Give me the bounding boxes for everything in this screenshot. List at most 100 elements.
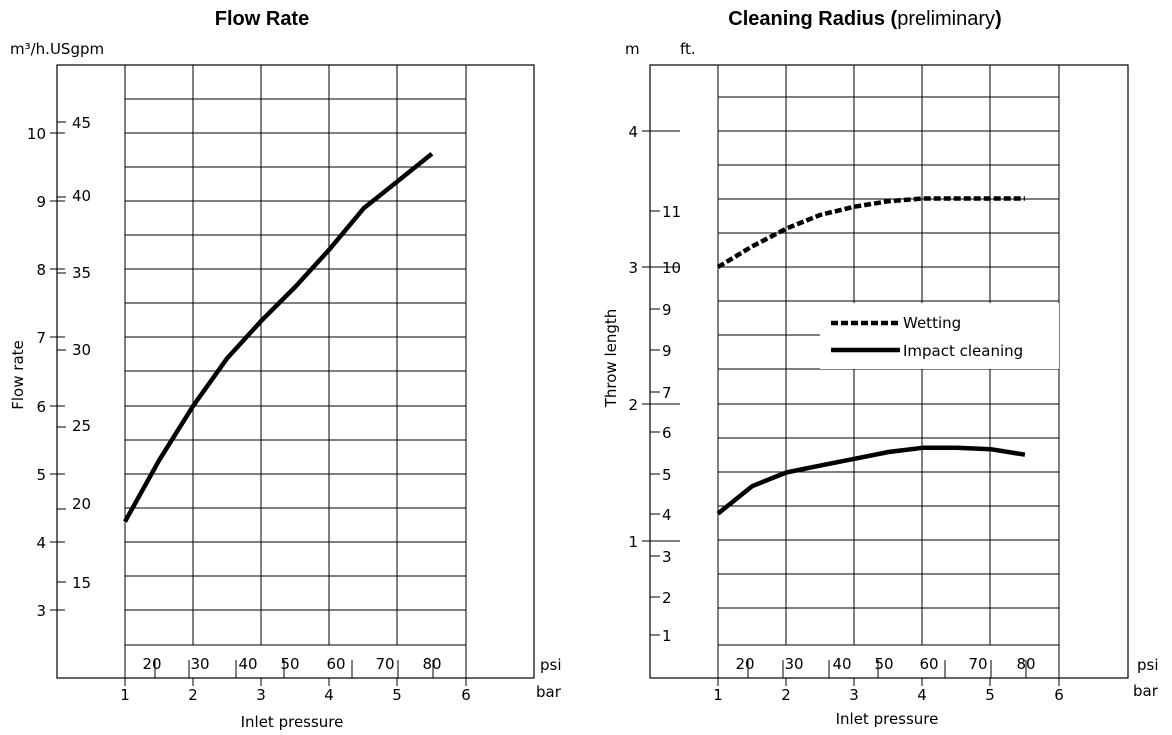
flow-rate-usgpm-tick-label: 20 [72,495,91,513]
cleaning-radius-y-unit-m: m [625,40,640,58]
flow-rate-m3h-tick-label: 7 [36,329,46,347]
flow-rate-psi-tick-label: 60 [326,655,345,673]
flow-rate-bar-tick-label: 5 [392,686,402,704]
flow-rate-usgpm-tick-label: 35 [72,264,91,282]
cleaning-radius-y-unit-ft: ft. [680,40,696,58]
flow-rate-y-axis-label: Flow rate [9,340,27,409]
flow-rate-psi-tick-label: 80 [422,655,441,673]
cleaning-radius-ft-tick-label: 9 [662,342,672,360]
flow-rate-y-tick-labels-usgpm: 15 20 25 30 35 40 45 [72,114,91,592]
cleaning-radius-psi-tick-label: 70 [968,655,987,673]
legend-impact-label: Impact cleaning [903,342,1023,360]
flow-rate-y-unit-label: m³/h.USgpm [10,40,104,58]
cleaning-radius-psi-tick-labels: 20 30 40 50 60 70 80 [735,655,1035,673]
cleaning-radius-bar-tick-label: 5 [985,686,995,704]
cleaning-radius-title-paren-close: ) [995,8,1002,30]
flow-rate-x-unit-psi: psi [540,656,562,674]
cleaning-radius-x-unit-psi: psi [1137,656,1159,674]
flow-rate-m3h-tick-label: 10 [27,125,46,143]
flow-rate-grid [56,64,535,679]
flow-rate-x-axis-label: Inlet pressure [241,713,344,731]
cleaning-radius-psi-ticks [747,660,1027,678]
flow-rate-bar-tick-label: 3 [256,686,266,704]
cleaning-radius-bar-ticks [717,678,1060,686]
flow-rate-usgpm-tick-label: 15 [72,574,91,592]
flow-rate-psi-tick-label: 20 [142,655,161,673]
cleaning-radius-y-axis-label: Throw length [602,309,620,409]
flow-rate-usgpm-tick-label: 25 [72,417,91,435]
cleaning-radius-psi-tick-label: 60 [919,655,938,673]
cleaning-radius-psi-tick-label: 30 [784,655,803,673]
flow-rate-y-ticks-usgpm [57,121,66,583]
wetting-curve [716,196,1025,269]
cleaning-radius-m-tick-label: 3 [628,259,638,277]
flow-rate-psi-tick-label: 70 [375,655,394,673]
flow-rate-usgpm-tick-label: 40 [72,187,91,205]
flow-rate-plot-frame [56,64,535,679]
flow-rate-m3h-tick-label: 6 [36,398,46,416]
cleaning-radius-bar-tick-label: 2 [781,686,791,704]
cleaning-radius-ft-tick-label: 10 [662,259,681,277]
cleaning-radius-y-ticks-m [642,130,680,542]
cleaning-radius-psi-tick-label: 50 [874,655,893,673]
cleaning-radius-bar-tick-label: 1 [713,686,723,704]
cleaning-radius-y-tick-labels-ft: 1 2 3 4 5 6 7 9 9 10 11 [662,203,681,645]
cleaning-radius-title: Cleaning Radius (preliminary) [728,8,1001,30]
flow-rate-bar-ticks [124,678,467,686]
cleaning-radius-ft-tick-label: 3 [662,548,672,566]
cleaning-radius-psi-tick-label: 40 [832,655,851,673]
flow-rate-psi-tick-label: 40 [238,655,257,673]
cleaning-radius-m-tick-label: 2 [628,396,638,414]
cleaning-radius-ft-tick-label: 5 [662,466,672,484]
flow-rate-chart: Flow Rate m³/h.USgpm Flow rate Inlet pre… [9,8,562,731]
cleaning-radius-bar-tick-label: 3 [849,686,859,704]
flow-rate-m3h-tick-label: 4 [36,534,46,552]
flow-rate-y-tick-labels-m3h: 3 4 5 6 7 8 9 10 [27,125,46,620]
flow-rate-series [123,152,434,523]
flow-rate-usgpm-tick-label: 30 [72,341,91,359]
cleaning-radius-legend: Wetting Impact cleaning [820,303,1059,369]
cleaning-radius-plot-frame [649,64,1129,679]
cleaning-radius-bar-tick-labels: 1 2 3 4 5 6 [713,686,1064,704]
cleaning-radius-ft-tick-label: 9 [662,301,672,319]
cleaning-radius-x-axis-label: Inlet pressure [836,710,939,728]
flow-rate-bar-tick-label: 6 [461,686,471,704]
cleaning-radius-ft-tick-label: 7 [662,384,672,402]
flow-rate-m3h-tick-label: 5 [36,466,46,484]
cleaning-radius-chart: Cleaning Radius (preliminary) m ft. Thro… [602,8,1159,728]
cleaning-radius-ft-tick-label: 11 [662,203,681,221]
flow-rate-psi-ticks [154,660,434,678]
flow-rate-m3h-tick-label: 8 [36,261,46,279]
flow-rate-m3h-tick-label: 3 [36,602,46,620]
cleaning-radius-m-tick-label: 1 [628,533,638,551]
cleaning-radius-y-tick-labels-m: 1 2 3 4 [628,123,638,551]
flow-rate-title: Flow Rate [215,8,309,30]
flow-rate-bar-tick-labels: 1 2 3 4 5 6 [120,686,471,704]
cleaning-radius-psi-tick-label: 20 [735,655,754,673]
flow-rate-bar-tick-label: 4 [324,686,334,704]
cleaning-radius-title-paren-open: ( [885,8,898,30]
cleaning-radius-y-ticks-ft [650,210,660,636]
flow-rate-bar-tick-label: 1 [120,686,130,704]
cleaning-radius-ft-tick-label: 4 [662,506,672,524]
cleaning-radius-bar-tick-label: 6 [1054,686,1064,704]
flow-rate-bar-tick-label: 2 [188,686,198,704]
cleaning-radius-title-suffix: preliminary [897,8,995,30]
flow-rate-x-unit-bar: bar [536,683,562,701]
cleaning-radius-x-unit-bar: bar [1133,682,1159,700]
cleaning-radius-title-main: Cleaning Radius [728,8,885,30]
flow-rate-psi-tick-label: 50 [280,655,299,673]
cleaning-radius-grid [649,64,1129,679]
flow-rate-y-ticks-m3h [50,132,65,611]
legend-box [820,303,1059,369]
legend-wetting-label: Wetting [903,314,961,332]
flow-rate-curve [123,152,434,523]
cleaning-radius-bar-tick-label: 4 [917,686,927,704]
cleaning-radius-ft-tick-label: 6 [662,424,672,442]
flow-rate-m3h-tick-label: 9 [36,193,46,211]
cleaning-radius-series [716,196,1026,516]
flow-rate-psi-tick-labels: 20 30 40 50 60 70 80 [142,655,441,673]
cleaning-radius-psi-tick-label: 80 [1016,655,1035,673]
flow-rate-usgpm-tick-label: 45 [72,114,91,132]
